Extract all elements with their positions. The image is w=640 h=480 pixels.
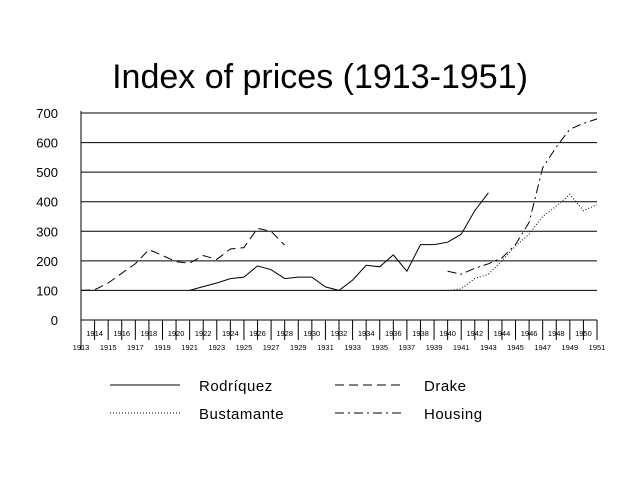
series-line-bustamante [447,193,598,291]
x-tick-label-upper: 1918 [141,329,158,338]
legend-label-housing: Housing [424,406,483,423]
x-tick-label-lower: 1923 [208,343,225,352]
x-tick-label-lower: 1917 [127,343,144,352]
x-tick-label-upper: 1938 [412,329,429,338]
x-tick-label-lower: 1951 [589,343,606,352]
x-tick-label-lower: 1913 [73,343,90,352]
series-line-housing [447,118,598,275]
y-tick-label: 100 [36,283,58,298]
series-lines [80,118,598,291]
x-tick-label-lower: 1935 [371,343,388,352]
x-tick-label-upper: 1922 [195,329,212,338]
x-tick-label-lower: 1947 [534,343,551,352]
grid-lines [81,112,597,321]
x-tick-label-upper: 1916 [113,329,130,338]
x-tick-label-lower: 1919 [154,343,171,352]
x-tick-label-lower: 1933 [344,343,361,352]
x-tick-label-lower: 1931 [317,343,334,352]
x-tick-label-upper: 1924 [222,329,239,338]
x-tick-label-upper: 1930 [303,329,320,338]
legend-label-drake: Drake [424,378,467,395]
x-tick-label-upper: 1926 [249,329,266,338]
x-tick-label-lower: 1943 [480,343,497,352]
legend-label-rodriquez: Rodríquez [199,378,273,395]
x-tick-label-lower: 1927 [263,343,280,352]
y-tick-label: 700 [36,106,58,121]
legend-label-bustamante: Bustamante [199,406,284,423]
x-tick-label-upper: 1948 [548,329,565,338]
x-tick-label-lower: 1915 [100,343,117,352]
x-tick-label-lower: 1941 [453,343,470,352]
x-tick-label-upper: 1936 [385,329,402,338]
x-tick-label-lower: 1925 [236,343,253,352]
x-tick-label-upper: 1928 [276,329,293,338]
y-tick-label: 400 [36,195,58,210]
x-tick-label-upper: 1932 [331,329,348,338]
chart-title: Index of prices (1913-1951) [112,58,528,96]
x-tick-label-upper: 1934 [358,329,375,338]
x-tick-label-upper: 1940 [439,329,456,338]
x-tick-label-upper: 1950 [575,329,592,338]
x-tick-label-lower: 1937 [399,343,416,352]
y-tick-label: 0 [51,313,58,328]
x-tick-label-lower: 1939 [426,343,443,352]
y-axis: 0 100 200 300 400 500 600 700 [36,106,58,328]
x-tick-label-upper: 1946 [521,329,538,338]
y-tick-label: 600 [36,136,58,151]
x-tick-label-lower: 1921 [181,343,198,352]
x-tick-label-lower: 1949 [561,343,578,352]
series-line-rodriquez [189,192,489,291]
x-tick-label-lower: 1945 [507,343,524,352]
y-tick-label: 500 [36,165,58,180]
x-tick-label-lower: 1929 [290,343,307,352]
x-tick-label-upper: 1920 [168,329,185,338]
x-tick-label-upper: 1914 [86,329,103,338]
x-axis: 1914 1916 1918 1920 1922 1924 1926 1928 1930 1932… [73,111,606,352]
y-tick-label: 200 [36,254,58,269]
x-tick-label-upper: 1944 [494,329,511,338]
y-tick-label: 300 [36,224,58,239]
x-tick-label-upper: 1942 [466,329,483,338]
series-line-drake [80,227,286,291]
legend: Rodríquez Drake Bustamante Housing [110,378,483,423]
